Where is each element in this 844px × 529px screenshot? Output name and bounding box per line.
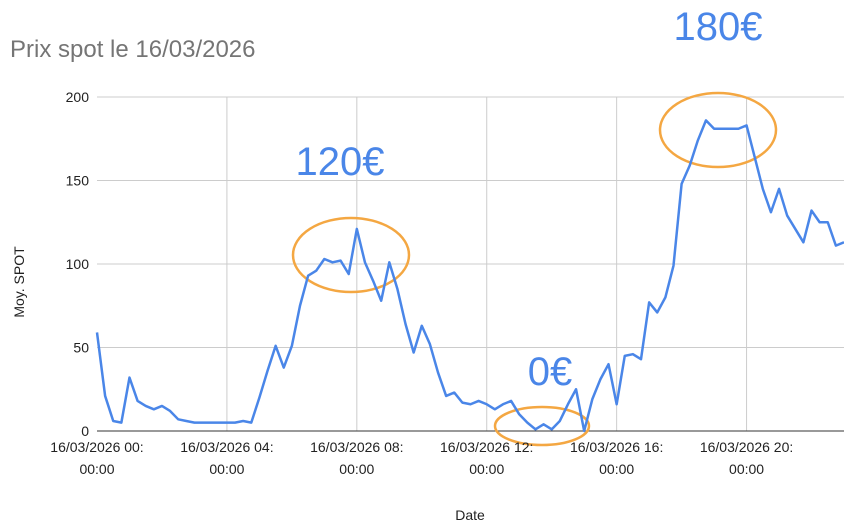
x-tick-label: 16/03/2026 08: 00:00 xyxy=(310,439,403,477)
line xyxy=(95,119,844,433)
x-tick-label: 16/03/2026 00: 00:00 xyxy=(50,439,143,477)
highlight xyxy=(658,91,778,169)
y-tick-label: 100 xyxy=(66,256,90,272)
annotation: 120€ xyxy=(296,140,385,184)
x-tick-label: 16/03/2026 04: 00:00 xyxy=(180,439,273,477)
y-tick-label: 200 xyxy=(66,89,90,105)
y-tick-label: 50 xyxy=(73,340,89,356)
y-axis-label: Moy. SPOT xyxy=(11,246,27,318)
x-axis-label: Date xyxy=(455,507,485,523)
annotation: 180€ xyxy=(674,5,763,49)
y-tick-label: 150 xyxy=(66,173,90,189)
x-tick-label: 16/03/2026 20: 00:00 xyxy=(700,439,793,477)
x-tick-label: 16/03/2026 16: 00:00 xyxy=(570,439,663,477)
highlight xyxy=(291,216,411,294)
highlight xyxy=(493,405,591,447)
chart-title: Prix spot le 16/03/2026 xyxy=(10,36,256,63)
annotation: 0€ xyxy=(528,350,573,394)
x-tick-label: 16/03/2026 12: 00:00 xyxy=(440,439,533,477)
y-tick-label: 0 xyxy=(81,423,89,439)
